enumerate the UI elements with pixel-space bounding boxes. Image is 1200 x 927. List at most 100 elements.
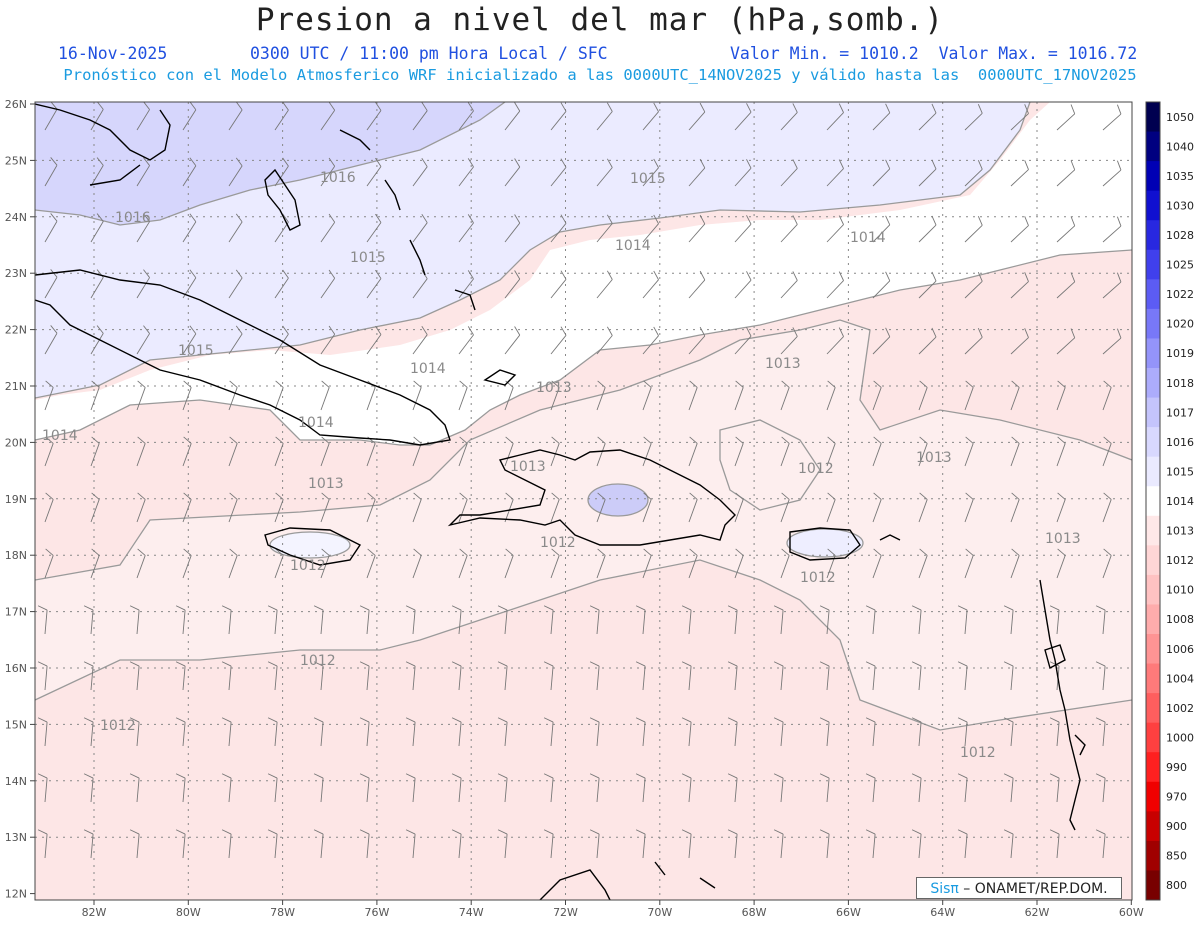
wind-barb-flag xyxy=(175,717,186,723)
wind-barb xyxy=(1056,113,1076,131)
wind-barb xyxy=(688,387,698,411)
wind-barb xyxy=(734,387,744,411)
wind-barb xyxy=(1010,499,1020,523)
wind-barb-flag xyxy=(919,492,928,500)
colorbar-label: 1020 xyxy=(1166,318,1194,331)
wind-barb xyxy=(780,112,798,131)
colorbar-label: 1008 xyxy=(1166,613,1194,626)
wind-barb-flag xyxy=(497,661,508,667)
wind-barb-flag xyxy=(413,436,422,444)
wind-barb-flag xyxy=(313,661,324,667)
wind-barb xyxy=(688,555,698,579)
wind-barb xyxy=(458,778,462,803)
wind-barb-flag xyxy=(375,213,382,223)
wind-barb xyxy=(504,555,514,579)
wind-barb xyxy=(90,834,94,859)
wind-barb-flag xyxy=(1095,605,1106,611)
wind-barb xyxy=(228,221,243,243)
wind-barb xyxy=(550,666,554,691)
wind-barb-flag xyxy=(451,773,462,779)
wind-barb xyxy=(688,335,706,355)
wind-barb xyxy=(550,387,560,411)
wind-barb-flag xyxy=(931,327,937,338)
wind-barb-flag xyxy=(1049,829,1060,835)
wind-barb-flag xyxy=(781,548,790,556)
time-label: 0300 UTC / 11:00 pm Hora Local / SFC xyxy=(250,44,608,63)
wind-barb xyxy=(596,610,600,635)
wind-barb xyxy=(642,387,652,411)
florida-keys xyxy=(89,164,141,186)
wind-barb-flag xyxy=(819,829,830,835)
wind-barb-flag xyxy=(221,605,232,611)
wind-barb xyxy=(136,610,140,635)
lon-label: 70W xyxy=(647,906,672,919)
wind-barb-flag xyxy=(1049,661,1060,667)
contour-labels: 1016 1016 1015 1015 1015 1014 1014 1014 1014 1014… xyxy=(42,170,1081,761)
wind-barb xyxy=(826,722,830,747)
wind-barb-flag xyxy=(282,213,289,223)
wind-barb-flag xyxy=(129,773,140,779)
wind-barb xyxy=(90,165,104,187)
wind-barb-flag xyxy=(919,548,928,556)
contour-label: 1016 xyxy=(320,170,356,186)
wind-barb xyxy=(780,224,798,243)
wind-barb xyxy=(1010,337,1029,355)
wind-barb xyxy=(320,722,324,747)
wind-barb-flag xyxy=(1011,436,1020,444)
wind-barb-flag xyxy=(635,829,646,835)
forecast-info: Pronóstico con el Modelo Atmosferico WRF… xyxy=(63,66,1137,84)
wind-barb-flag xyxy=(514,270,521,280)
wind-barb xyxy=(274,834,278,859)
contour-label: 1013 xyxy=(536,380,572,396)
lat-label: 25N xyxy=(5,154,27,167)
wind-barb-flag xyxy=(781,436,790,444)
wind-barb-flag xyxy=(83,773,94,779)
wind-barb-flag xyxy=(653,326,659,336)
wind-barb-flag xyxy=(91,548,100,556)
credit-org: – ONAMET/REP.DOM. xyxy=(958,881,1108,897)
wind-barb xyxy=(504,222,521,243)
wind-barb-flag xyxy=(1057,548,1066,556)
wind-barb xyxy=(44,722,48,747)
fill-1013 xyxy=(35,320,1132,730)
south-america xyxy=(539,869,611,900)
wind-barb xyxy=(596,387,606,411)
wind-barb xyxy=(504,166,521,187)
wind-barb-flag xyxy=(282,269,289,279)
wind-barb xyxy=(1056,443,1066,467)
colorbar-swatch xyxy=(1146,840,1160,871)
wind-barb xyxy=(504,387,514,411)
colorbar-swatch xyxy=(1146,811,1160,842)
wind-barb-flag xyxy=(911,661,922,667)
wind-barb-flag xyxy=(977,159,983,170)
lat-label: 26N xyxy=(5,98,27,111)
wind-barb-flag xyxy=(189,269,197,279)
colorbar-label: 1040 xyxy=(1166,140,1194,153)
wind-barb xyxy=(734,778,738,803)
wind-barb-flag xyxy=(1011,548,1020,556)
wind-barb-flag xyxy=(727,605,738,611)
wind-barb-flag xyxy=(421,326,428,335)
wind-barb xyxy=(918,555,928,579)
wind-barb-flag xyxy=(405,717,416,723)
wind-barb-flag xyxy=(746,327,752,337)
wind-barb xyxy=(458,387,468,411)
wind-barb-flag xyxy=(467,326,474,336)
wind-barb xyxy=(642,167,659,187)
wind-barb xyxy=(228,834,232,859)
colorbar-swatch xyxy=(1146,634,1160,665)
wind-barb xyxy=(826,168,844,187)
wind-barb xyxy=(780,555,790,579)
wind-barb xyxy=(550,610,554,635)
wind-barb xyxy=(90,499,100,523)
wind-barb-flag xyxy=(965,492,974,500)
wind-barb-flag xyxy=(911,773,922,779)
wind-barb-flag xyxy=(505,492,514,500)
wind-barb-flag xyxy=(919,436,928,444)
colorbar-label: 970 xyxy=(1166,791,1187,804)
wind-barb-flag xyxy=(773,661,784,667)
bahamas-3 xyxy=(409,239,426,276)
wind-barb-flag xyxy=(143,102,150,110)
wind-barb xyxy=(44,778,48,803)
wind-barb xyxy=(826,112,844,131)
